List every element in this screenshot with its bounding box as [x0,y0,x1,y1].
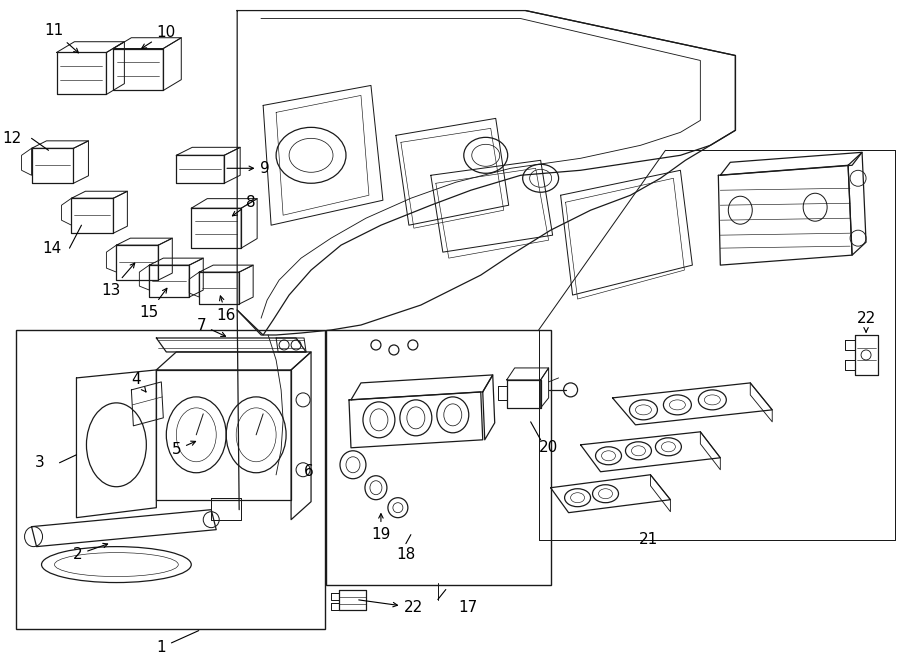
Text: 5: 5 [172,441,195,457]
Text: 7: 7 [196,317,226,336]
Text: 1: 1 [157,631,199,655]
Text: 18: 18 [396,547,416,562]
Bar [15,330,325,629]
Text: 6: 6 [304,464,314,479]
Text: 8: 8 [232,195,256,216]
Bar [326,330,551,584]
Text: 13: 13 [102,263,135,297]
Text: 19: 19 [371,514,391,542]
Text: 22: 22 [359,600,424,615]
Text: 21: 21 [639,532,658,547]
Text: 22: 22 [857,311,876,332]
Text: 17: 17 [458,600,477,615]
Text: 4: 4 [131,372,146,392]
Text: 9: 9 [227,161,270,176]
Text: 14: 14 [42,241,61,256]
Text: 2: 2 [73,543,108,562]
Text: 3: 3 [35,455,44,470]
Text: 12: 12 [3,131,22,146]
Text: 15: 15 [140,288,166,319]
Text: 20: 20 [539,440,558,455]
Text: 16: 16 [217,296,236,323]
Text: 10: 10 [141,25,176,48]
Text: 11: 11 [44,23,78,53]
